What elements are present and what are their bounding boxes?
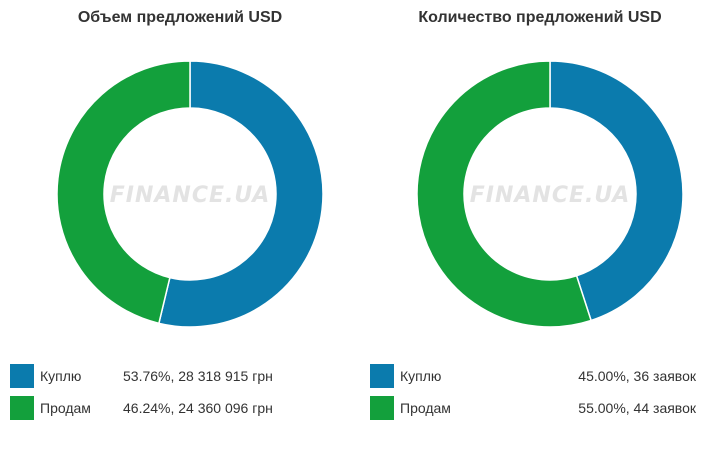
legend-swatch [10, 364, 34, 388]
legend-label: Куплю [400, 368, 442, 384]
legend-label: Продам [400, 400, 451, 416]
donut-chart: FINANCE.UA [56, 60, 324, 328]
watermark-logo: FINANCE.UA [110, 183, 271, 208]
legend-swatch [370, 364, 394, 388]
legend-swatch [370, 396, 394, 420]
chart-panel-volume: Объем предложений USD FINANCE.UA Куплю 5… [10, 9, 350, 428]
legend: Куплю 45.00%, 36 заявок Продам 55.00%, 4… [370, 364, 710, 428]
donut-chart: FINANCE.UA [416, 60, 684, 328]
legend-item-buy: Куплю 45.00%, 36 заявок [370, 364, 710, 388]
legend-value: 53.76%, 28 318 915 грн [123, 368, 273, 384]
chart-title: Количество предложений USD [418, 9, 662, 26]
legend-value: 45.00%, 36 заявок [578, 368, 696, 384]
legend-item-buy: Куплю 53.76%, 28 318 915 грн [10, 364, 350, 388]
legend-value: 46.24%, 24 360 096 грн [123, 400, 273, 416]
legend-item-sell: Продам 46.24%, 24 360 096 грн [10, 396, 350, 420]
legend-label: Продам [40, 400, 91, 416]
legend-value: 55.00%, 44 заявок [578, 400, 696, 416]
donut-slice-buy [549, 60, 684, 322]
watermark-logo: FINANCE.UA [470, 183, 631, 208]
legend-swatch [10, 396, 34, 420]
chart-title: Объем предложений USD [77, 9, 283, 26]
legend: Куплю 53.76%, 28 318 915 грн Продам 46.2… [10, 364, 350, 428]
donut-slice-buy [157, 60, 324, 328]
legend-item-sell: Продам 55.00%, 44 заявок [370, 396, 710, 420]
donut-slice-sell [56, 60, 191, 325]
legend-label: Куплю [40, 368, 82, 384]
donut-slice-sell [416, 60, 593, 328]
chart-panel-count: Количество предложений USD FINANCE.UA Ку… [360, 0, 720, 453]
